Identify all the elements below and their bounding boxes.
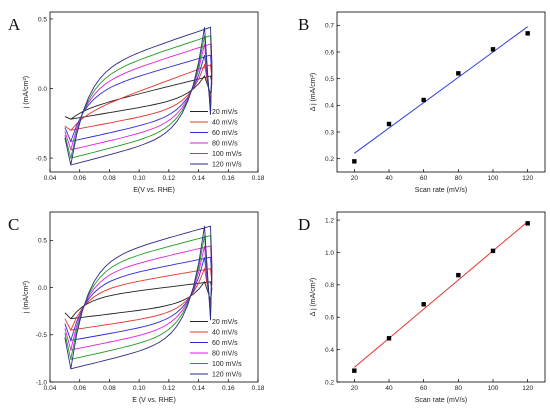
x-tick-label: 0.04 bbox=[44, 175, 57, 182]
y-tick-label: 0.6 bbox=[325, 49, 334, 56]
x-tick-label: 0.12 bbox=[163, 385, 176, 392]
y-tick-label: 0.3 bbox=[325, 129, 334, 136]
y-tick-label: 0.7 bbox=[325, 23, 334, 30]
y-tick-label: -1.0 bbox=[36, 379, 48, 386]
x-tick-label: 40 bbox=[385, 385, 393, 392]
x-tick-label: 20 bbox=[351, 175, 359, 182]
x-axis-label: E (V vs. RHE) bbox=[132, 397, 176, 404]
data-point bbox=[352, 159, 357, 164]
x-tick-label: 120 bbox=[522, 385, 533, 392]
panel-letter-A: A bbox=[8, 15, 21, 34]
x-tick-label: 100 bbox=[488, 175, 499, 182]
cv-series-A bbox=[64, 43, 213, 152]
x-tick-label: 60 bbox=[420, 175, 428, 182]
cv-series-A bbox=[64, 75, 213, 120]
fit-line-B bbox=[354, 26, 528, 154]
legend-label: 20 mV/s bbox=[212, 109, 238, 116]
x-tick-label: 80 bbox=[455, 385, 463, 392]
x-axis-label: Scan rate (mV/s) bbox=[415, 187, 468, 194]
y-tick-label: -0.5 bbox=[36, 332, 48, 339]
plot-frame-C bbox=[49, 211, 259, 383]
x-axis-label: E(V vs. RHE) bbox=[133, 187, 175, 194]
legend-label: 60 mV/s bbox=[212, 130, 238, 137]
cv-series-C bbox=[64, 280, 213, 320]
x-tick-label: 0.16 bbox=[222, 175, 235, 182]
data-point bbox=[386, 121, 392, 127]
y-tick-label: 0.5 bbox=[38, 238, 47, 245]
x-tick-label: 0.12 bbox=[163, 175, 176, 182]
y-tick-label: 0.8 bbox=[325, 282, 334, 289]
y-tick-label: 0.4 bbox=[325, 103, 334, 110]
y-tick-label: -0.5 bbox=[36, 155, 48, 162]
plot-frame-A bbox=[49, 11, 259, 173]
x-tick-label: 40 bbox=[385, 175, 393, 182]
y-tick-label: 0.4 bbox=[325, 347, 334, 354]
legend-label: 80 mV/s bbox=[212, 140, 238, 147]
cv-series-C bbox=[64, 225, 213, 370]
legend-label: 120 mV/s bbox=[212, 371, 242, 378]
x-tick-label: 0.06 bbox=[73, 385, 86, 392]
x-tick-label: 100 bbox=[488, 385, 499, 392]
y-tick-label: 0.2 bbox=[325, 156, 334, 163]
data-point bbox=[490, 248, 496, 254]
legend-label: 80 mV/s bbox=[212, 350, 238, 357]
y-axis-label: Δ j (mA/cm²) bbox=[310, 73, 317, 112]
y-tick-label: 0.5 bbox=[38, 16, 47, 23]
x-tick-label: 60 bbox=[420, 385, 428, 392]
legend-label: 40 mV/s bbox=[212, 329, 238, 336]
data-point bbox=[421, 97, 426, 103]
x-tick-label: 0.10 bbox=[133, 385, 146, 392]
y-tick-label: 1.2 bbox=[325, 217, 334, 224]
cv-curves-C bbox=[64, 225, 213, 370]
x-tick-label: 120 bbox=[522, 175, 533, 182]
cv-series-A bbox=[64, 26, 213, 166]
legend-label: 40 mV/s bbox=[212, 119, 238, 126]
legend-label: 60 mV/s bbox=[212, 340, 238, 347]
x-tick-label: 80 bbox=[455, 175, 463, 182]
data-point bbox=[490, 47, 496, 52]
x-tick-label: 0.06 bbox=[73, 175, 86, 182]
cv-series-A bbox=[64, 35, 213, 159]
data-point bbox=[525, 31, 530, 36]
x-tick-label: 0.08 bbox=[103, 385, 116, 392]
y-tick-label: 1.0 bbox=[325, 250, 334, 257]
x-tick-label: 0.16 bbox=[222, 385, 235, 392]
x-tick-label: 0.18 bbox=[252, 385, 265, 392]
plot-frame-B bbox=[336, 11, 546, 173]
legend-label: 100 mV/s bbox=[212, 361, 242, 368]
y-tick-label: 0.5 bbox=[325, 76, 334, 83]
y-axis-label: Δ j (mA/cm²) bbox=[310, 278, 317, 317]
legend-label: 100 mV/s bbox=[212, 151, 242, 158]
x-axis-label: Scan rate (mV/s) bbox=[415, 397, 468, 404]
data-point bbox=[456, 71, 461, 76]
y-tick-label: 0.0 bbox=[38, 285, 47, 292]
data-point bbox=[352, 368, 357, 373]
x-tick-label: 0.18 bbox=[252, 175, 265, 182]
cv-series-A bbox=[64, 63, 213, 131]
x-tick-label: 20 bbox=[351, 385, 359, 392]
data-point bbox=[456, 272, 461, 278]
data-point bbox=[525, 221, 530, 226]
y-axis-label: j (mA/cm²) bbox=[23, 281, 30, 314]
x-tick-label: 0.08 bbox=[103, 175, 116, 182]
cv-curves-A bbox=[64, 26, 213, 166]
data-point bbox=[386, 336, 392, 341]
x-tick-label: 0.10 bbox=[133, 175, 146, 182]
panel-letter-D: D bbox=[298, 215, 310, 234]
y-tick-label: 0.6 bbox=[325, 315, 334, 322]
legend-label: 20 mV/s bbox=[212, 319, 238, 326]
panel-letter-B: B bbox=[298, 15, 309, 34]
y-tick-label: 0.2 bbox=[325, 379, 334, 386]
legend-label: 120 mV/s bbox=[212, 161, 242, 168]
y-axis-label: j (mA/cm²) bbox=[23, 76, 30, 109]
x-tick-label: 0.14 bbox=[192, 175, 205, 182]
plot-frame-D bbox=[336, 211, 546, 383]
panel-letter-C: C bbox=[8, 215, 19, 234]
fit-line-D bbox=[354, 221, 528, 368]
x-tick-label: 0.04 bbox=[44, 385, 57, 392]
y-tick-label: 0.0 bbox=[38, 86, 47, 93]
x-tick-label: 0.14 bbox=[192, 385, 205, 392]
data-point bbox=[421, 302, 426, 307]
